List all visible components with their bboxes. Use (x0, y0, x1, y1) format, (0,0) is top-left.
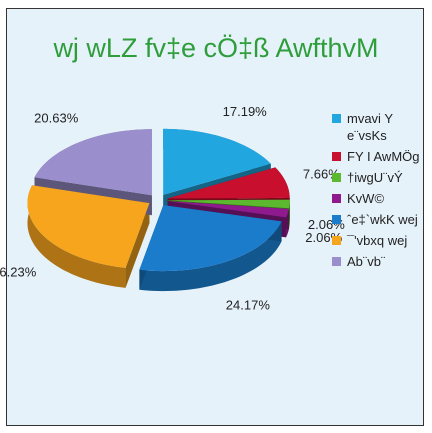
data-label: 7.66% (303, 166, 340, 181)
slice (167, 201, 289, 218)
slice (167, 167, 290, 199)
legend-label: ¯'vbxq wej (347, 233, 408, 248)
legend-swatch (332, 257, 341, 266)
slice (27, 185, 150, 268)
legend-label: FY I AwMÖg (347, 149, 420, 164)
data-label: 26.23% (0, 265, 37, 280)
legend-entry: ¯'vbxq wej (332, 232, 428, 249)
slice (163, 128, 271, 195)
legend-label: KvW© (347, 191, 385, 206)
data-label: 17.19% (223, 104, 268, 119)
legend-entry: ˆe‡`wkK wej (332, 211, 428, 228)
legend-swatch (332, 173, 341, 182)
data-label: 20.63% (34, 110, 79, 125)
legend-swatch (332, 215, 341, 224)
slice-side (139, 221, 282, 292)
slice (139, 205, 282, 272)
legend: mvavi Y e¨vsKs FY I AwMÖg †iwgU¨vÝ KvW© ˆe‡`… (332, 110, 428, 274)
legend-label: mvavi Y e¨vsKs (347, 111, 393, 143)
slice-wall (125, 203, 150, 288)
slice (167, 199, 290, 209)
legend-entry: mvavi Y e¨vsKs (332, 110, 428, 144)
legend-label: ˆe‡`wkK wej (347, 212, 418, 227)
chart-title: wj wLZ fv‡e cÖ‡ß AwfthvM (52, 33, 378, 63)
legend-swatch (332, 194, 341, 203)
slices (27, 128, 290, 272)
legend-swatch (332, 152, 341, 161)
legend-label: †iwgU¨vÝ (347, 170, 403, 185)
slice-side (27, 185, 126, 288)
legend-entry: FY I AwMÖg (332, 148, 428, 165)
data-label: 24.17% (226, 297, 271, 312)
legend-entry: †iwgU¨vÝ (332, 169, 428, 186)
legend-entry: KvW© (332, 190, 428, 207)
legend-label: Ab¨vb¨ (347, 254, 386, 269)
legend-swatch (332, 114, 341, 123)
slice (34, 129, 152, 196)
legend-swatch (332, 236, 341, 245)
legend-entry: Ab¨vb¨ (332, 253, 428, 270)
